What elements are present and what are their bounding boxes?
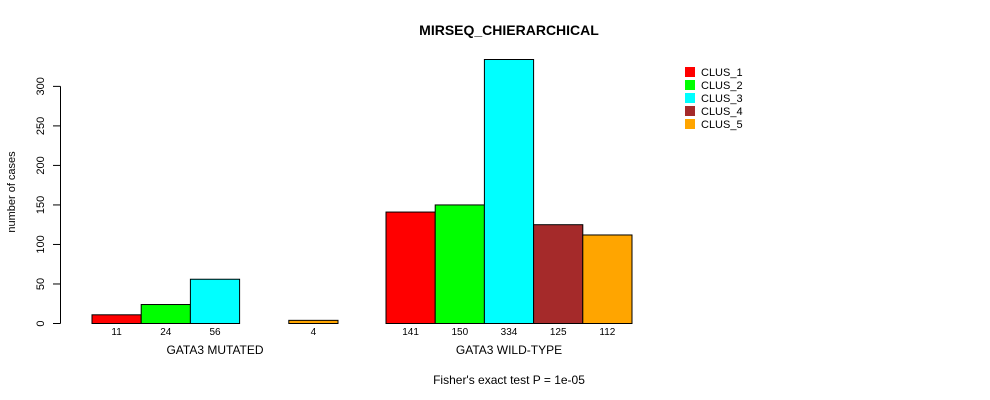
count-label: 24 <box>160 327 172 338</box>
bar-clus_3-group-2 <box>483 59 535 324</box>
group-label: GATA3 WILD-TYPE <box>456 343 562 357</box>
y-tick-label: 300 <box>35 77 47 95</box>
y-tick-label: 250 <box>35 117 47 135</box>
count-label: 11 <box>111 327 122 338</box>
count-labels: 11 24 56 4 141 150 334 125 112 <box>111 327 615 338</box>
legend-swatch-clus_3 <box>685 93 695 103</box>
y-tick-label: 150 <box>35 196 47 214</box>
bar-clus_1-group-1 <box>91 314 142 324</box>
legend-swatch-clus_1 <box>685 67 695 77</box>
chart-title: MIRSEQ_CHIERARCHICAL <box>419 22 599 38</box>
legend-swatch-clus_2 <box>685 80 695 90</box>
group-label: GATA3 MUTATED <box>166 343 263 357</box>
bar-clus_3-group-1 <box>189 278 241 325</box>
y-axis-label: number of cases <box>6 151 18 233</box>
count-label: 334 <box>501 327 518 338</box>
count-label: 141 <box>402 327 419 338</box>
legend-swatch-clus_5 <box>685 119 695 129</box>
count-label: 125 <box>550 327 567 338</box>
group-labels: GATA3 MUTATED GATA3 WILD-TYPE <box>166 343 562 357</box>
bar-clus_2-group-2 <box>434 204 485 324</box>
bar-clus_1-group-2 <box>385 211 436 325</box>
legend-label-clus_3: CLUS_3 <box>701 93 743 105</box>
bars <box>91 59 633 325</box>
bar-clus_5-group-1 <box>288 319 339 324</box>
count-label: 56 <box>209 327 221 338</box>
y-tick-label: 50 <box>35 278 47 290</box>
fisher-test-note: Fisher's exact test P = 1e-05 <box>433 373 585 387</box>
bar-clus_2-group-1 <box>140 304 191 324</box>
count-label: 150 <box>451 327 468 338</box>
count-label: 112 <box>599 327 615 338</box>
legend-label-clus_4: CLUS_4 <box>701 106 743 118</box>
count-label: 4 <box>311 327 317 338</box>
bar-clus_5-group-2 <box>582 234 633 324</box>
legend-swatch-clus_4 <box>685 106 695 116</box>
legend-label-clus_1: CLUS_1 <box>701 67 743 79</box>
legend-label-clus_5: CLUS_5 <box>701 119 743 131</box>
legend-label-clus_2: CLUS_2 <box>701 80 743 92</box>
y-tick-label: 100 <box>35 235 47 253</box>
y-tick-label: 0 <box>35 320 47 326</box>
y-tick-label: 200 <box>35 156 47 174</box>
bar-clus_4-group-2 <box>533 224 584 324</box>
y-axis: 0 50 100 150 200 250 300 <box>35 77 61 327</box>
